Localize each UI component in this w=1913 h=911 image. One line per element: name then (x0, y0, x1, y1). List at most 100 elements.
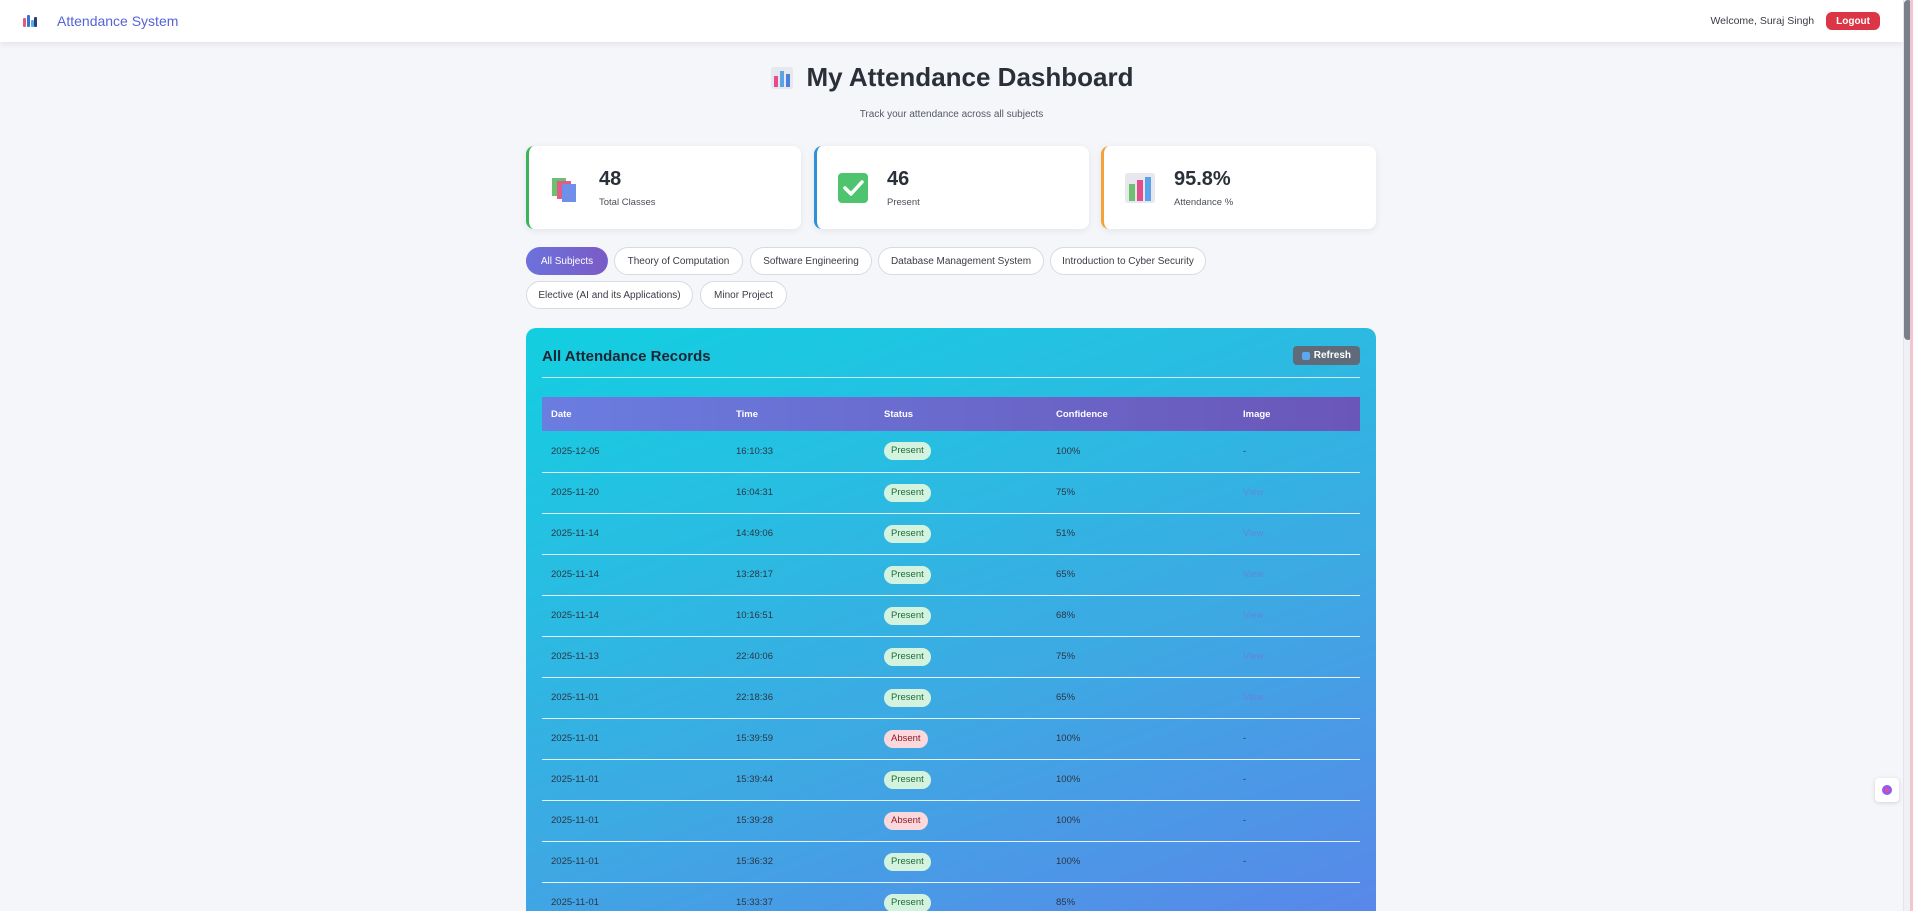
refresh-icon (1301, 351, 1310, 360)
cell-image (1234, 882, 1360, 911)
filter-elective-ai[interactable]: Elective (AI and its Applications) (526, 281, 693, 309)
status-badge: Present (884, 647, 931, 666)
status-badge: Present (884, 688, 931, 707)
cell-time: 15:39:44 (727, 759, 875, 801)
cell-time: 16:04:31 (727, 472, 875, 514)
cell-image: - (1234, 759, 1360, 801)
refresh-label: Refresh (1313, 350, 1351, 361)
cell-image: - (1234, 431, 1360, 473)
cell-confidence: 100% (1047, 718, 1234, 760)
column-header-time[interactable]: Time (736, 408, 759, 420)
welcome-text: Welcome, Suraj Singh (1710, 15, 1815, 27)
cell-time: 13:28:17 (727, 554, 875, 596)
view-image-link[interactable]: View (1243, 487, 1264, 498)
stat-card-present: 46 Present (814, 146, 1089, 229)
column-header-confidence[interactable]: Confidence (1056, 408, 1108, 420)
filter-software-engineering[interactable]: Software Engineering (750, 247, 872, 275)
cell-time: 10:16:51 (727, 595, 875, 637)
cell-image: View (1234, 595, 1360, 637)
view-image-link[interactable]: View (1243, 528, 1264, 539)
cell-status: Present (875, 759, 1047, 801)
cell-time: 15:36:32 (727, 841, 875, 883)
status-badge: Present (884, 442, 931, 461)
table-row: 2025-11-01 15:33:37 Present 85% (542, 882, 1360, 911)
refresh-button[interactable]: Refresh (1292, 346, 1360, 365)
cell-date: 2025-12-05 (542, 431, 727, 473)
cell-date: 2025-11-14 (542, 554, 727, 596)
bar-chart-icon (1124, 172, 1156, 204)
cell-confidence: 51% (1047, 513, 1234, 555)
cell-time: 15:39:59 (727, 718, 875, 760)
stat-card-attendance-percent: 95.8% Attendance % (1101, 146, 1376, 229)
table-row: 2025-11-20 16:04:31 Present 75% View (542, 472, 1360, 514)
status-badge: Present (884, 565, 931, 584)
attendance-records-panel: All Attendance Records Refresh Date Time… (526, 328, 1376, 911)
cell-date: 2025-11-01 (542, 882, 727, 911)
assistant-widget-button[interactable] (1875, 778, 1899, 802)
stat-value: 46 (887, 167, 910, 190)
cell-image: View (1234, 554, 1360, 596)
window-edge (1910, 0, 1913, 911)
table-header-row: Date Time Status Confidence Image (542, 397, 1360, 431)
cell-time: 22:40:06 (727, 636, 875, 678)
table-row: 2025-11-01 15:39:44 Present 100% - (542, 759, 1360, 801)
cell-confidence: 85% (1047, 882, 1234, 911)
cell-confidence: 100% (1047, 800, 1234, 842)
cell-confidence: 100% (1047, 431, 1234, 473)
filter-database-management-system[interactable]: Database Management System (878, 247, 1044, 275)
books-icon (549, 172, 581, 204)
page-scrollbar[interactable] (1903, 0, 1913, 911)
column-header-status[interactable]: Status (884, 408, 914, 420)
cell-status: Present (875, 841, 1047, 883)
brand-logo-icon (23, 15, 37, 27)
filter-minor-project[interactable]: Minor Project (700, 281, 787, 309)
table-row: 2025-11-01 15:36:32 Present 100% - (542, 841, 1360, 883)
logout-button[interactable]: Logout (1826, 12, 1880, 30)
cell-image: View (1234, 513, 1360, 555)
brand-title[interactable]: Attendance System (57, 13, 179, 29)
view-image-link[interactable]: View (1243, 610, 1264, 621)
records-table: Date Time Status Confidence Image 2025-1… (542, 397, 1360, 911)
status-badge: Present (884, 524, 931, 543)
stat-label: Attendance % (1174, 196, 1234, 208)
cell-status: Absent (875, 718, 1047, 760)
cell-status: Present (875, 513, 1047, 555)
stat-label: Total Classes (599, 196, 656, 208)
cell-date: 2025-11-20 (542, 472, 727, 514)
status-badge: Present (884, 770, 931, 789)
cell-status: Present (875, 554, 1047, 596)
table-row: 2025-12-05 16:10:33 Present 100% - (542, 431, 1360, 473)
cell-time: 22:18:36 (727, 677, 875, 719)
cell-image: View (1234, 472, 1360, 514)
stat-card-total-classes: 48 Total Classes (526, 146, 801, 229)
view-image-link[interactable]: View (1243, 651, 1264, 662)
view-image-link[interactable]: View (1243, 569, 1264, 580)
page-title-text: My Attendance Dashboard (806, 62, 1134, 92)
assistant-icon (1882, 785, 1892, 795)
stat-label: Present (887, 196, 920, 208)
cell-date: 2025-11-01 (542, 677, 727, 719)
cell-date: 2025-11-14 (542, 513, 727, 555)
filter-intro-cyber-security[interactable]: Introduction to Cyber Security (1050, 247, 1206, 275)
column-header-image[interactable]: Image (1243, 408, 1271, 420)
scrollbar-thumb[interactable] (1904, 0, 1912, 340)
page-subtitle: Track your attendance across all subject… (859, 108, 1044, 120)
records-title: All Attendance Records (542, 348, 711, 365)
column-header-date[interactable]: Date (551, 408, 572, 420)
records-body: 2025-12-05 16:10:33 Present 100% -2025-11-20… (542, 431, 1360, 911)
cell-date: 2025-11-01 (542, 800, 727, 842)
page-title: My Attendance Dashboard (770, 62, 1134, 93)
status-badge: Present (884, 606, 931, 625)
filter-theory-of-computation[interactable]: Theory of Computation (614, 247, 743, 275)
cell-status: Present (875, 595, 1047, 637)
status-badge: Present (884, 893, 931, 911)
view-image-link[interactable]: View (1243, 692, 1264, 703)
cell-status: Present (875, 431, 1047, 473)
cell-date: 2025-11-01 (542, 718, 727, 760)
filter-all-subjects[interactable]: All Subjects (526, 247, 608, 275)
cell-image: View (1234, 636, 1360, 678)
cell-confidence: 65% (1047, 554, 1234, 596)
status-badge: Present (884, 852, 931, 871)
cell-time: 14:49:06 (727, 513, 875, 555)
cell-status: Present (875, 472, 1047, 514)
